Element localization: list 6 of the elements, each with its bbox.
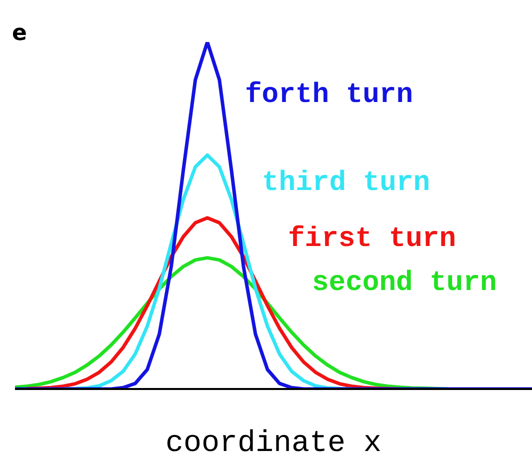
x-axis-title: coordinate x <box>165 427 382 459</box>
series-label: first turn <box>288 224 456 256</box>
series-label: forth turn <box>245 80 414 112</box>
series-label: third turn <box>262 168 430 200</box>
annotation: e <box>12 21 27 46</box>
series-label: second turn <box>312 268 497 300</box>
